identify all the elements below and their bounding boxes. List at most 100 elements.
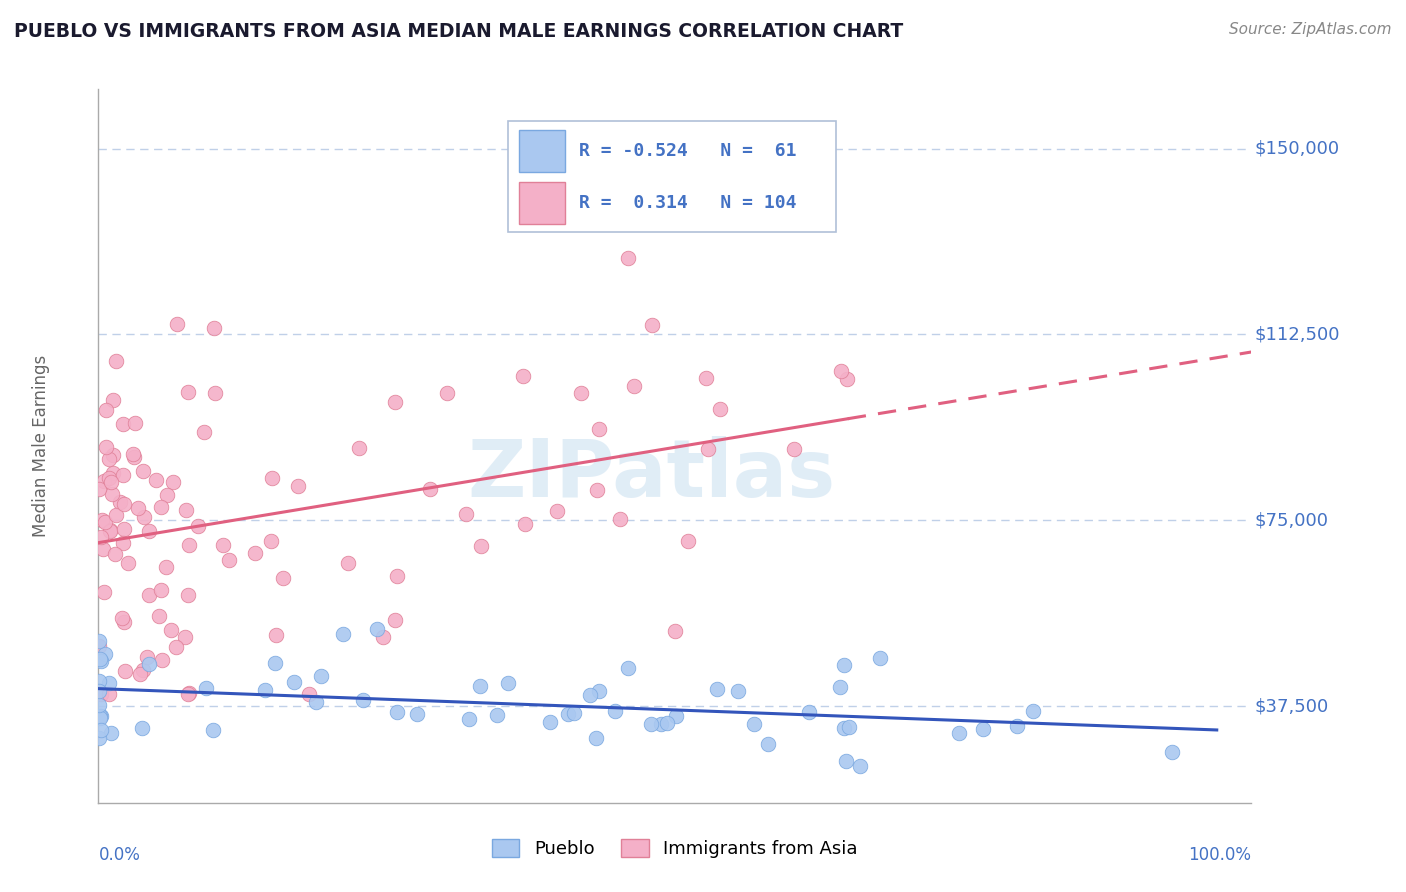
Point [89,711,111,725]
Point [166,318,188,332]
Point [149,500,172,515]
Point [101,466,124,480]
Point [90,530,112,544]
Point [263,656,285,670]
Point [93,474,115,488]
Point [623,379,645,393]
Point [742,717,765,731]
Point [101,392,124,407]
Point [384,394,406,409]
Point [869,651,891,665]
Point [485,708,508,723]
Point [135,650,157,665]
Point [264,627,287,641]
Point [122,447,145,461]
Point [87,482,110,496]
Point [98,675,121,690]
Text: 100.0%: 100.0% [1188,846,1251,863]
Point [569,386,592,401]
Point [837,372,859,386]
Point [603,704,626,718]
Text: $37,500: $37,500 [1254,698,1329,715]
Point [87,683,110,698]
Point [187,519,209,533]
Point [87,698,110,712]
Point [108,495,131,509]
Point [283,675,305,690]
Point [104,547,127,561]
Point [112,522,135,536]
Point [138,657,160,671]
FancyBboxPatch shape [519,130,565,172]
Point [309,669,332,683]
Point [98,451,121,466]
Point [695,370,717,384]
Point [709,402,731,417]
Text: $150,000: $150,000 [1254,140,1340,158]
Point [124,416,146,430]
Point [111,611,134,625]
Point [456,507,478,521]
Point [546,504,568,518]
Point [112,468,135,483]
Point [90,723,112,737]
Point [287,479,309,493]
Point [1005,719,1028,733]
Point [100,475,122,490]
Point [193,425,215,439]
Point [697,442,720,456]
Point [132,464,155,478]
Point [103,448,125,462]
Point [838,720,860,734]
Point [657,716,679,731]
Point [586,483,609,497]
Point [676,533,699,548]
Text: Median Male Earnings: Median Male Earnings [32,355,49,537]
Point [650,717,672,731]
Point [557,707,579,722]
Point [664,624,686,638]
Point [756,737,779,751]
Point [94,648,117,662]
Point [848,758,870,772]
Point [89,687,111,701]
FancyBboxPatch shape [508,121,837,232]
Point [588,422,610,436]
Point [366,623,388,637]
Point [352,692,374,706]
Point [298,687,321,701]
Point [148,608,170,623]
Text: PUEBLO VS IMMIGRANTS FROM ASIA MEDIAN MALE EARNINGS CORRELATION CHART: PUEBLO VS IMMIGRANTS FROM ASIA MEDIAN MA… [14,22,903,41]
Text: Source: ZipAtlas.com: Source: ZipAtlas.com [1229,22,1392,37]
Point [513,516,536,531]
Point [830,364,852,378]
Point [419,483,441,497]
Point [97,471,120,485]
Point [212,537,235,551]
Point [93,515,115,529]
Point [245,546,267,560]
Legend: Pueblo, Immigrants from Asia: Pueblo, Immigrants from Asia [485,831,865,865]
Point [174,630,197,644]
Point [271,571,294,585]
Point [204,385,226,400]
Point [799,705,821,719]
Point [177,384,200,399]
Point [782,442,804,457]
Point [562,706,585,720]
Point [155,560,177,574]
Point [385,705,408,719]
Point [616,251,638,265]
Point [578,688,600,702]
Point [1160,745,1182,759]
Point [349,441,371,455]
Point [127,500,149,515]
Point [195,681,218,696]
Point [609,512,631,526]
Point [97,687,120,701]
Point [177,588,200,602]
Point [114,664,136,678]
Point [373,631,395,645]
Point [96,403,118,417]
Point [138,524,160,539]
